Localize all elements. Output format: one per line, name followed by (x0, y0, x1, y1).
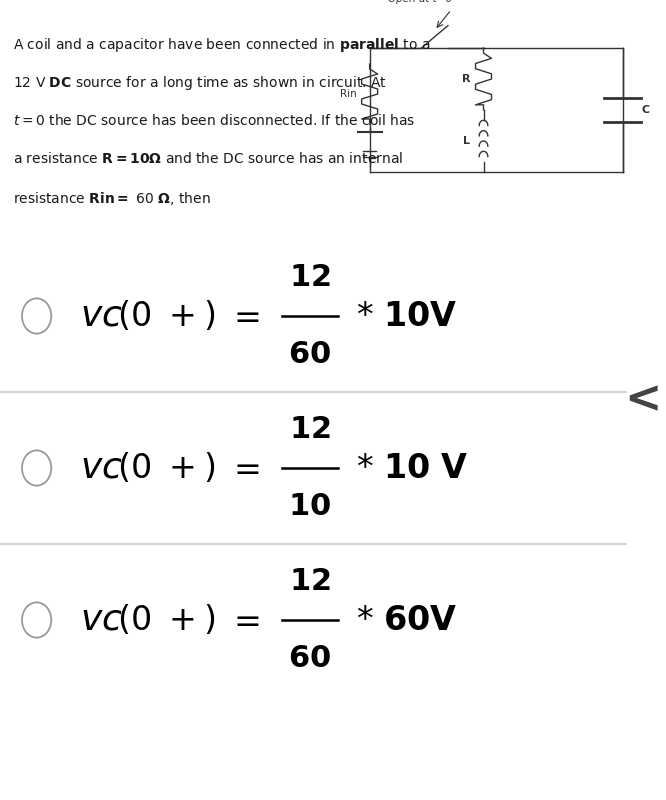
Text: Open at t=0: Open at t=0 (388, 0, 452, 4)
Text: $*\ \mathbf{10\ V}$: $*\ \mathbf{10\ V}$ (356, 451, 469, 485)
Text: $\boldsymbol{\mathit{vc}}$: $\boldsymbol{\mathit{vc}}$ (80, 299, 123, 333)
Text: $\mathbf{12}$: $\mathbf{12}$ (289, 567, 330, 596)
Text: $=$: $=$ (226, 603, 260, 637)
Text: $\mathbf{60}$: $\mathbf{60}$ (288, 644, 331, 673)
Text: $\mathbf{10}$: $\mathbf{10}$ (288, 492, 331, 521)
Text: C: C (641, 105, 649, 115)
Text: $(0\ +)$: $(0\ +)$ (117, 299, 214, 333)
Circle shape (22, 450, 51, 486)
Text: L: L (463, 136, 470, 146)
Text: $\mathbf{12}$: $\mathbf{12}$ (289, 263, 330, 292)
Text: a resistance $\mathbf{R{=}10\Omega}$ and the DC source has an internal: a resistance $\mathbf{R{=}10\Omega}$ and… (13, 151, 404, 166)
Text: $*\ \mathbf{10V}$: $*\ \mathbf{10V}$ (356, 299, 458, 333)
Text: $\boldsymbol{\mathit{vc}}$: $\boldsymbol{\mathit{vc}}$ (80, 451, 123, 485)
Circle shape (22, 602, 51, 638)
Text: $\boldsymbol{\mathit{vc}}$: $\boldsymbol{\mathit{vc}}$ (80, 603, 123, 637)
Text: R: R (462, 74, 470, 84)
Text: <: < (624, 378, 661, 422)
Circle shape (22, 298, 51, 334)
Text: $t{=}0$ the DC source has been disconnected. If the coil has: $t{=}0$ the DC source has been disconnec… (13, 113, 416, 128)
Text: Rin: Rin (340, 89, 356, 99)
Text: $=$: $=$ (226, 299, 260, 333)
Text: A coil and a capacitor have been connected in $\mathbf{parallel}$ to a: A coil and a capacitor have been connect… (13, 36, 431, 54)
Text: $(0\ +)$: $(0\ +)$ (117, 603, 214, 637)
Text: $\mathbf{60}$: $\mathbf{60}$ (288, 340, 331, 369)
Text: 12 V $\mathbf{DC}$ source for a long time as shown in circuit. At: 12 V $\mathbf{DC}$ source for a long tim… (13, 74, 388, 93)
Text: $\mathbf{12}$: $\mathbf{12}$ (289, 415, 330, 444)
Text: $(0\ +)$: $(0\ +)$ (117, 451, 214, 485)
Text: resistance $\mathbf{Rin{=}}$ 60 $\mathbf{\Omega}$, then: resistance $\mathbf{Rin{=}}$ 60 $\mathbf… (13, 190, 211, 206)
Text: $=$: $=$ (226, 451, 260, 485)
Text: $*\ \mathbf{60V}$: $*\ \mathbf{60V}$ (356, 603, 458, 637)
